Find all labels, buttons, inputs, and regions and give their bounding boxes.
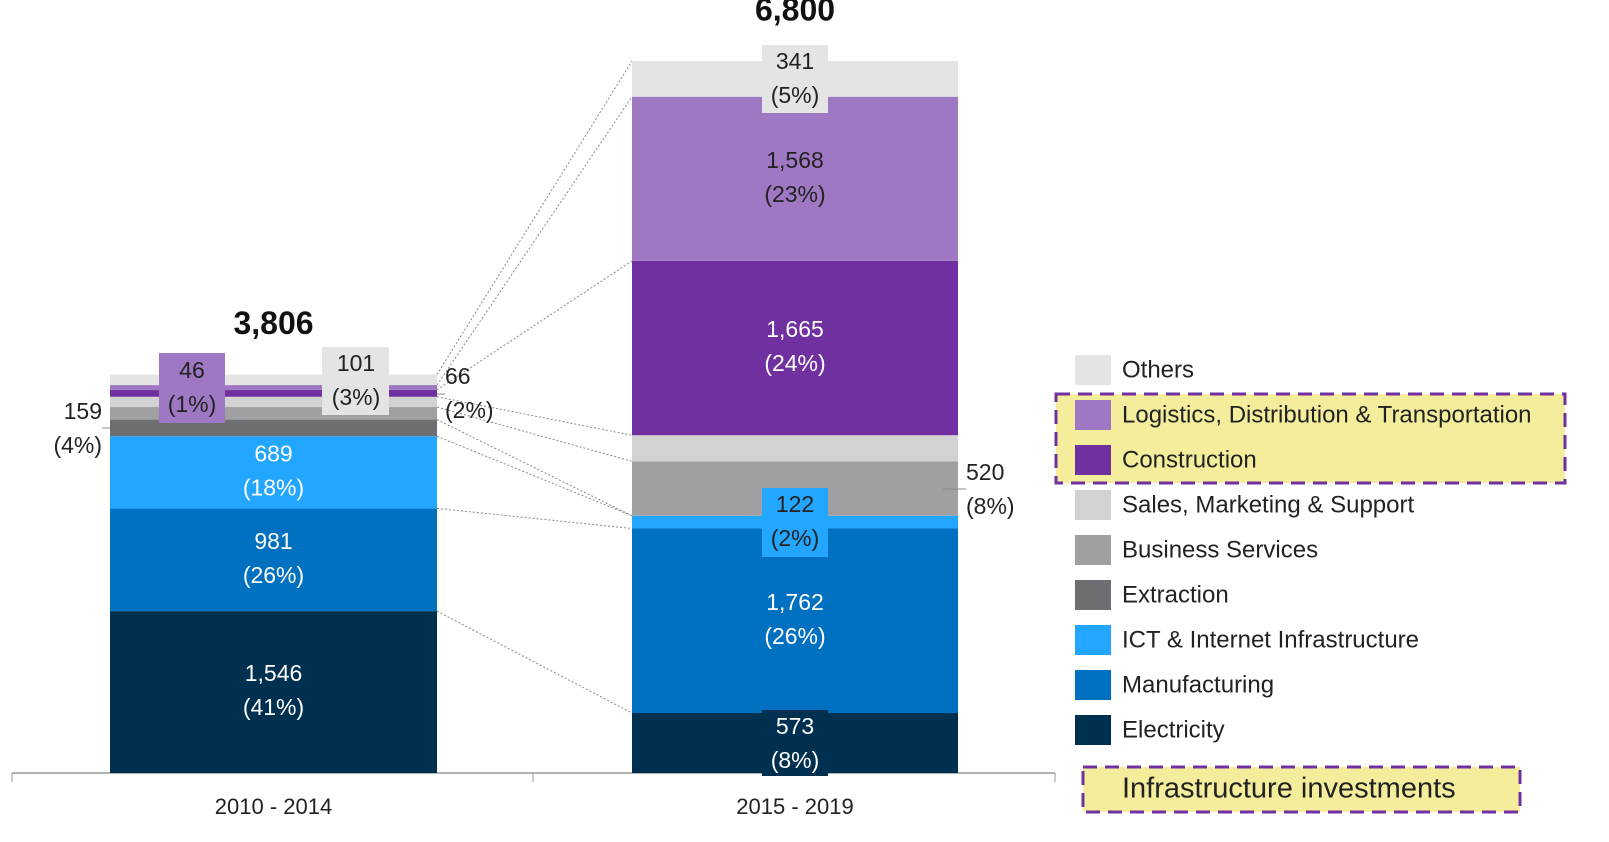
legend-swatch bbox=[1075, 535, 1111, 565]
legend-swatch bbox=[1075, 355, 1111, 385]
legend-swatch bbox=[1075, 625, 1111, 655]
legend-label: Sales, Marketing & Support bbox=[1122, 491, 1414, 518]
percent-label: (8%) bbox=[966, 493, 1015, 519]
percent-label: (2%) bbox=[445, 397, 494, 423]
legend-swatch bbox=[1075, 715, 1111, 745]
highlight-key bbox=[1081, 765, 1522, 814]
connector bbox=[436, 610, 633, 714]
legend-label: Business Services bbox=[1122, 536, 1318, 563]
percent-label: (24%) bbox=[764, 350, 825, 376]
percent-label: (41%) bbox=[243, 694, 304, 720]
connector bbox=[436, 260, 633, 391]
bar-segment bbox=[110, 611, 437, 773]
legend-label: Others bbox=[1122, 356, 1194, 383]
value-label: 1,762 bbox=[766, 589, 824, 615]
percent-label: (26%) bbox=[243, 562, 304, 588]
legend-label: Extraction bbox=[1122, 581, 1229, 608]
legend-highlight bbox=[1054, 392, 1567, 485]
value-label: 46 bbox=[179, 357, 205, 383]
connector bbox=[436, 60, 633, 375]
connector bbox=[436, 96, 633, 386]
value-label: 101 bbox=[337, 350, 375, 376]
value-label: 573 bbox=[776, 713, 814, 739]
bar-segment bbox=[110, 374, 437, 386]
connector bbox=[436, 419, 633, 517]
percent-label: (18%) bbox=[243, 474, 304, 500]
bar-segment bbox=[110, 508, 437, 612]
value-label: 689 bbox=[254, 440, 292, 466]
connector bbox=[436, 507, 633, 530]
legend-swatch bbox=[1075, 400, 1111, 430]
legend-label: Construction bbox=[1122, 446, 1257, 473]
value-label: 66 bbox=[445, 363, 471, 389]
value-label: 1,568 bbox=[766, 147, 824, 173]
label-box bbox=[159, 353, 225, 423]
connector bbox=[436, 435, 633, 517]
percent-label: (8%) bbox=[771, 747, 820, 773]
value-label: 981 bbox=[254, 528, 292, 554]
percent-label: (26%) bbox=[764, 623, 825, 649]
value-label: 159 bbox=[64, 398, 102, 424]
legend-swatch bbox=[1075, 490, 1111, 520]
value-label: 122 bbox=[776, 491, 814, 517]
connector bbox=[436, 396, 633, 436]
bar-segment bbox=[110, 389, 437, 397]
bar-segment bbox=[632, 96, 958, 261]
value-label: 520 bbox=[966, 459, 1004, 485]
value-label: 1,665 bbox=[766, 316, 824, 342]
x-tick-label: 2015 - 2019 bbox=[736, 794, 853, 819]
legend-swatch bbox=[1075, 445, 1111, 475]
legend-swatch bbox=[1075, 580, 1111, 610]
bar-segment bbox=[110, 396, 437, 408]
value-label: 1,546 bbox=[245, 660, 303, 686]
percent-label: (23%) bbox=[764, 181, 825, 207]
legend-label: Logistics, Distribution & Transportation bbox=[1122, 401, 1532, 428]
percent-label: (3%) bbox=[332, 384, 381, 410]
percent-label: (2%) bbox=[771, 525, 820, 551]
bar-segment bbox=[632, 528, 958, 714]
legend-label: ICT & Internet Infrastructure bbox=[1122, 626, 1419, 653]
percent-label: (5%) bbox=[771, 82, 820, 108]
percent-label: (1%) bbox=[168, 391, 217, 417]
x-tick-label: 2010 - 2014 bbox=[215, 794, 332, 819]
value-label: 341 bbox=[776, 48, 814, 74]
highlight-label: Infrastructure investments bbox=[1122, 773, 1456, 805]
legend-label: Electricity bbox=[1122, 716, 1225, 743]
bar-segment bbox=[110, 385, 437, 390]
label-box bbox=[762, 488, 828, 557]
connector bbox=[436, 406, 633, 462]
total-label: 6,800 bbox=[755, 0, 835, 27]
label-box bbox=[322, 347, 389, 415]
bar-segment bbox=[632, 435, 958, 462]
percent-label: (4%) bbox=[53, 432, 102, 458]
label-box bbox=[762, 710, 828, 776]
legend-swatch bbox=[1075, 670, 1111, 700]
total-label: 3,806 bbox=[233, 305, 313, 341]
bar-segment bbox=[110, 436, 437, 509]
bar-segment bbox=[110, 419, 437, 437]
legend-label: Manufacturing bbox=[1122, 671, 1274, 698]
label-box bbox=[762, 45, 828, 113]
bar-segment bbox=[632, 260, 958, 436]
